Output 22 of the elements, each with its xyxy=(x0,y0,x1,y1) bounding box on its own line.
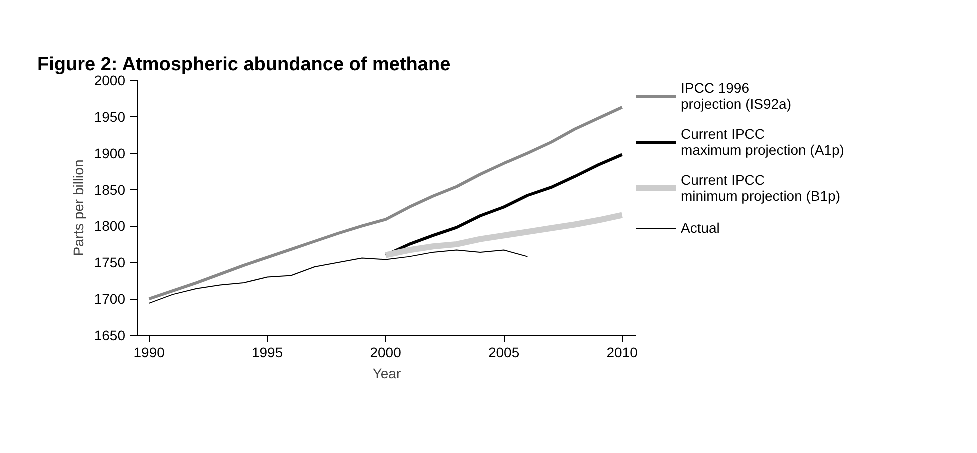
line-series xyxy=(148,250,528,304)
y-axis-title: Parts per billion xyxy=(70,160,86,256)
x-tick-label: 1990 xyxy=(134,344,166,360)
y-tick-label: 1950 xyxy=(94,108,126,125)
chart-title: Figure 2: Atmospheric abundance of methane xyxy=(38,54,451,76)
y-tick-label: 1800 xyxy=(94,218,126,234)
x-tick-label: 2000 xyxy=(370,344,402,360)
x-tick-label: 1995 xyxy=(252,344,284,360)
legend-label: IPCC 1996 projection (IS92a) xyxy=(681,80,792,112)
line-series xyxy=(148,106,624,301)
legend-label: Current IPCC maximum projection (A1p) xyxy=(681,126,844,158)
y-tick-label: 1750 xyxy=(94,254,126,271)
x-axis-title: Year xyxy=(372,366,402,382)
x-tick-label: 2005 xyxy=(488,344,520,360)
y-tick-label: 1850 xyxy=(94,182,126,198)
y-tick-label: 1900 xyxy=(94,145,126,162)
y-tick-label: 1700 xyxy=(94,291,126,308)
legend-label: Actual xyxy=(681,220,720,236)
y-tick-label: 2000 xyxy=(94,72,126,88)
legend-label: Current IPCC minimum projection (B1p) xyxy=(681,172,840,204)
y-tick-label: 1650 xyxy=(94,328,126,344)
x-tick-label: 2010 xyxy=(606,344,638,360)
